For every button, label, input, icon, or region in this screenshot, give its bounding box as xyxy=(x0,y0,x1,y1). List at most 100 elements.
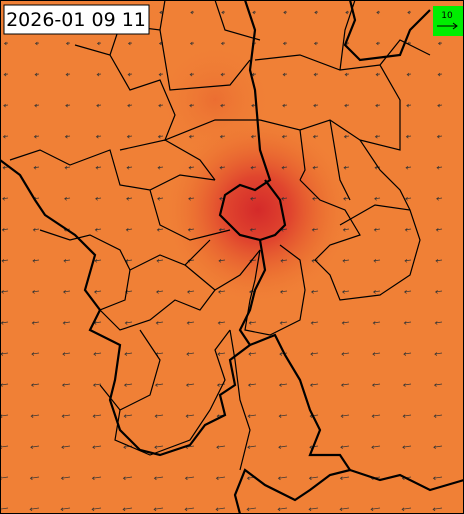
wind-arrow xyxy=(372,321,381,325)
wind-arrow xyxy=(65,103,71,108)
wind-arrow xyxy=(185,414,195,418)
wind-arrow xyxy=(311,228,319,232)
wind-arrow xyxy=(186,321,195,325)
wind-arrow xyxy=(406,103,412,108)
wind-arrow xyxy=(373,228,381,232)
wind-arrow xyxy=(402,383,412,387)
wind-arrow xyxy=(219,134,226,139)
wind-arrow xyxy=(434,352,443,356)
wind-arrow xyxy=(1,228,9,232)
wind-arrow xyxy=(34,41,40,46)
wind-arrow xyxy=(127,72,133,77)
wind-arrow xyxy=(187,228,195,232)
wind-arrow xyxy=(93,352,102,356)
wind-arrow xyxy=(184,476,195,481)
wind-arrow xyxy=(64,197,71,201)
wind-arrow xyxy=(218,228,226,232)
wind-arrow xyxy=(188,197,195,201)
wind-arrow xyxy=(156,228,164,232)
wind-arrow xyxy=(186,352,195,356)
wind-arrow xyxy=(94,290,102,294)
wind-arrow xyxy=(376,10,381,15)
wind-arrow xyxy=(343,197,350,201)
wind-arrow xyxy=(252,10,257,15)
wind-arrows xyxy=(0,10,443,512)
wind-arrow xyxy=(157,197,164,201)
wind-arrow xyxy=(32,259,40,263)
wind-arrow xyxy=(312,134,319,139)
wind-arrow xyxy=(248,352,257,356)
wind-arrow xyxy=(433,445,443,450)
wind-arrow xyxy=(0,321,9,325)
wind-arrow xyxy=(246,507,257,512)
wind-arrow xyxy=(218,259,226,263)
wind-arrow xyxy=(188,134,195,139)
wind-arrow xyxy=(404,228,412,232)
wind-arrow xyxy=(339,507,350,512)
wind-arrow xyxy=(371,445,381,450)
wind-arrow xyxy=(341,321,350,325)
wind-arrow xyxy=(127,41,133,46)
wind-arrow xyxy=(278,445,288,450)
wind-arrow xyxy=(313,72,319,77)
wind-arrow xyxy=(216,445,226,450)
wind-arrow xyxy=(158,103,164,108)
wind-arrow xyxy=(187,290,195,294)
wind-arrow xyxy=(403,321,412,325)
wind-arrow xyxy=(437,103,443,108)
wind-arrow xyxy=(401,507,412,512)
wind-arrow xyxy=(375,103,381,108)
wind-arrow xyxy=(96,41,102,46)
wind-arrow xyxy=(94,228,102,232)
wind-arrow xyxy=(126,197,133,201)
wind-arrow xyxy=(436,165,443,170)
legend-box xyxy=(433,6,463,36)
wind-arrow xyxy=(91,507,102,512)
wind-arrow xyxy=(2,165,9,170)
wind-arrow xyxy=(60,476,71,481)
wind-arrow xyxy=(375,41,381,46)
wind-arrow xyxy=(310,321,319,325)
wind-arrow xyxy=(220,103,226,108)
wind-arrow xyxy=(96,103,102,108)
wind-arrow xyxy=(30,414,40,418)
wind-arrow xyxy=(122,507,133,512)
wind-arrow xyxy=(313,41,319,46)
wind-arrow xyxy=(190,10,195,15)
wind-arrow xyxy=(184,507,195,512)
wind-arrow xyxy=(433,414,443,418)
wind-arrow xyxy=(277,507,288,512)
wind-arrow xyxy=(156,259,164,263)
wind-arrow xyxy=(435,290,443,294)
wind-arrow xyxy=(248,321,257,325)
wind-arrow xyxy=(34,72,40,77)
wind-arrow xyxy=(280,290,288,294)
wind-arrow xyxy=(283,10,288,15)
wind-arrow xyxy=(344,103,350,108)
wind-arrow xyxy=(282,72,288,77)
wind-arrow xyxy=(220,72,226,77)
wind-arrow xyxy=(122,476,133,481)
legend-arrow xyxy=(437,22,458,30)
wind-arrow xyxy=(405,134,412,139)
wind-arrow xyxy=(92,445,102,450)
wind-arrow xyxy=(435,228,443,232)
wind-arrow xyxy=(247,414,257,418)
wind-arrow xyxy=(217,321,226,325)
wind-arrow xyxy=(3,41,9,46)
wind-arrow xyxy=(277,476,288,481)
wind-arrow xyxy=(436,197,443,201)
wind-arrow xyxy=(65,72,71,77)
wind-arrow xyxy=(61,414,71,418)
wind-arrow xyxy=(312,197,319,201)
wind-arrow xyxy=(371,383,381,387)
wind-arrow xyxy=(158,72,164,77)
wind-arrow xyxy=(154,383,164,387)
wind-arrow xyxy=(432,507,443,512)
wind-arrow xyxy=(280,259,288,263)
wind-arrow xyxy=(33,165,40,170)
wind-arrow xyxy=(340,414,350,418)
